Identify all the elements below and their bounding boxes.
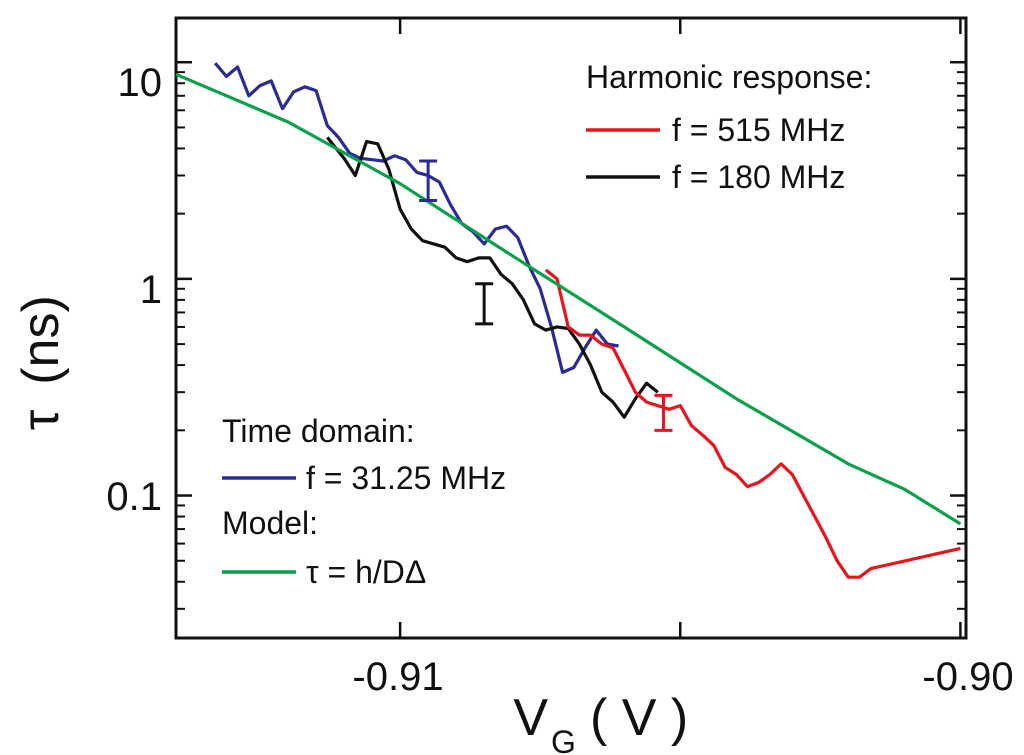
series-group	[175, 62, 962, 579]
tick-group	[176, 18, 966, 638]
y-tick-label-0.1: 0.1	[106, 475, 162, 519]
x-axis-label-main: V	[513, 689, 548, 747]
error-bar	[475, 282, 494, 326]
legend-label-31mhz: f = 31.25 MHz	[306, 460, 506, 496]
series-line-f-515-mhz	[544, 268, 961, 579]
x-tick-label-neg0.91: -0.91	[352, 655, 443, 699]
y-axis-label-symbol: τ	[12, 409, 70, 430]
legend-heading-harmonic: Harmonic response:	[586, 59, 872, 95]
legend-heading-time-domain: Time domain:	[222, 413, 415, 449]
error-bar	[419, 159, 438, 203]
error-bar-group	[419, 159, 673, 432]
x-tick-label-neg0.90: -0.90	[922, 655, 1013, 699]
series-line--h-d-	[175, 72, 962, 526]
plot-frame	[174, 16, 968, 640]
y-axis-label-unit: (ns)	[12, 295, 70, 385]
legend-label-180mhz: f = 180 MHz	[672, 159, 845, 195]
y-tick-label-10: 10	[118, 61, 163, 105]
x-axis-label-unit: ( V )	[590, 689, 688, 747]
error-bar	[654, 393, 673, 432]
y-tick-label-1: 1	[140, 268, 162, 312]
legend-label-515mhz: f = 515 MHz	[672, 112, 845, 148]
x-axis-label-subscript: G	[551, 724, 576, 755]
series-line-f-180-mhz	[326, 136, 659, 419]
legend-label-model: τ = h/DΔ	[306, 554, 426, 590]
legend-heading-model: Model:	[222, 505, 318, 541]
